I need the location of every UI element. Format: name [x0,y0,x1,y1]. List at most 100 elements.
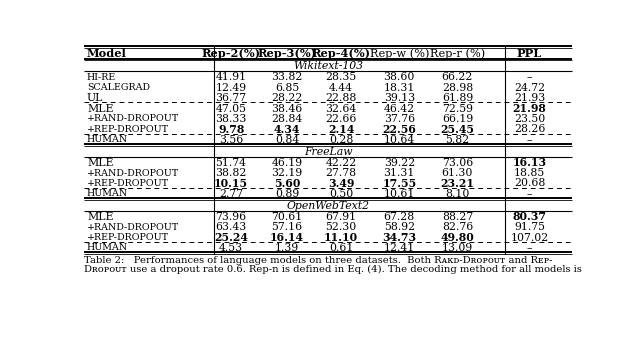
Text: HUMAN: HUMAN [87,189,128,198]
Text: 18.85: 18.85 [514,168,545,178]
Text: 32.64: 32.64 [326,103,357,113]
Text: 22.56: 22.56 [382,124,416,135]
Text: 61.89: 61.89 [442,93,473,103]
Text: FreeLaw: FreeLaw [304,147,352,156]
Text: 11.10: 11.10 [324,232,358,243]
Text: 52.30: 52.30 [326,222,357,232]
Text: 4.34: 4.34 [274,124,300,135]
Text: 23.50: 23.50 [514,114,545,124]
Text: Dʀᴏᴘᴏᴜᴛ use a dropout rate 0.6. Rep-n is defined in Eq. (4). The decoding method: Dʀᴏᴘᴏᴜᴛ use a dropout rate 0.6. Rep-n is… [84,265,582,274]
Text: 12.41: 12.41 [383,243,415,253]
Text: 82.76: 82.76 [442,222,473,232]
Text: SCALEGRAD: SCALEGRAD [87,83,150,92]
Text: 28.84: 28.84 [271,114,303,124]
Text: 38.60: 38.60 [383,72,415,82]
Text: 41.91: 41.91 [216,72,246,82]
Text: Rep-4(%): Rep-4(%) [312,48,371,59]
Text: 16.13: 16.13 [513,157,547,168]
Text: –: – [527,243,532,253]
Text: 17.55: 17.55 [382,178,417,189]
Text: 10.64: 10.64 [383,135,415,145]
Text: 6.85: 6.85 [275,83,299,93]
Text: 46.42: 46.42 [384,103,415,113]
Text: Rep-3(%): Rep-3(%) [257,48,317,59]
Text: PPL: PPL [517,48,542,59]
Text: 88.27: 88.27 [442,212,473,222]
Text: 21.93: 21.93 [514,93,545,103]
Text: 31.31: 31.31 [383,168,415,178]
Text: –: – [527,135,532,145]
Text: 49.80: 49.80 [440,232,474,243]
Text: 73.96: 73.96 [216,212,246,222]
Text: 46.19: 46.19 [271,158,303,168]
Text: 27.78: 27.78 [326,168,356,178]
Text: 28.26: 28.26 [514,124,545,134]
Text: 51.74: 51.74 [216,158,246,168]
Text: 0.61: 0.61 [329,243,353,253]
Text: 0.50: 0.50 [329,189,353,199]
Text: 61.30: 61.30 [442,168,473,178]
Text: +RAND-DROPOUT: +RAND-DROPOUT [87,223,179,232]
Text: 9.78: 9.78 [218,124,244,135]
Text: HI-RE: HI-RE [87,73,116,82]
Text: 66.22: 66.22 [442,72,473,82]
Text: 67.28: 67.28 [383,212,415,222]
Text: 3.56: 3.56 [219,135,243,145]
Text: 38.33: 38.33 [216,114,247,124]
Text: 13.09: 13.09 [442,243,473,253]
Text: Model: Model [87,48,127,59]
Text: 4.44: 4.44 [329,83,353,93]
Text: 0.84: 0.84 [275,135,299,145]
Text: –: – [527,72,532,82]
Text: Wikitext-103: Wikitext-103 [293,61,363,71]
Text: 28.98: 28.98 [442,83,473,93]
Text: 80.37: 80.37 [513,211,547,222]
Text: 32.19: 32.19 [271,168,303,178]
Text: 47.05: 47.05 [216,103,246,113]
Text: 21.98: 21.98 [513,103,547,114]
Text: 25.24: 25.24 [214,232,248,243]
Text: 2.14: 2.14 [328,124,355,135]
Text: 33.82: 33.82 [271,72,303,82]
Text: 12.49: 12.49 [216,83,246,93]
Text: 22.88: 22.88 [326,93,357,103]
Text: 57.16: 57.16 [271,222,303,232]
Text: 4.53: 4.53 [219,243,243,253]
Text: OpenWebText2: OpenWebText2 [287,201,369,211]
Text: +RAND-DROPOUT: +RAND-DROPOUT [87,115,179,124]
Text: MLE: MLE [87,158,113,168]
Text: 8.10: 8.10 [445,189,470,199]
Text: 70.61: 70.61 [271,212,303,222]
Text: 25.45: 25.45 [440,124,474,135]
Text: Rep-2(%): Rep-2(%) [202,48,260,59]
Text: 39.13: 39.13 [383,93,415,103]
Text: 38.82: 38.82 [216,168,247,178]
Text: 39.22: 39.22 [383,158,415,168]
Text: 5.82: 5.82 [445,135,470,145]
Text: MLE: MLE [87,103,113,113]
Text: MLE: MLE [87,212,113,222]
Text: 23.21: 23.21 [440,178,474,189]
Text: Table 2:   Performances of language models on three datasets.  Both Rᴀᴋᴅ-Dʀᴏᴘᴏᴜᴛ: Table 2: Performances of language models… [84,256,552,265]
Text: 16.14: 16.14 [270,232,304,243]
Text: 37.76: 37.76 [384,114,415,124]
Text: 0.89: 0.89 [275,189,299,199]
Text: 5.60: 5.60 [274,178,300,189]
Text: 107.02: 107.02 [510,233,548,243]
Text: +REP-DROPOUT: +REP-DROPOUT [87,125,169,134]
Text: 28.35: 28.35 [326,72,357,82]
Text: 66.19: 66.19 [442,114,473,124]
Text: 10.61: 10.61 [383,189,415,199]
Text: 10.15: 10.15 [214,178,248,189]
Text: 67.91: 67.91 [326,212,356,222]
Text: –: – [527,189,532,199]
Text: 58.92: 58.92 [384,222,415,232]
Text: 3.49: 3.49 [328,178,355,189]
Text: 22.66: 22.66 [326,114,357,124]
Text: 38.46: 38.46 [271,103,303,113]
Text: +REP-DROPOUT: +REP-DROPOUT [87,179,169,188]
Text: 36.77: 36.77 [216,93,246,103]
Text: 63.43: 63.43 [216,222,247,232]
Text: 18.31: 18.31 [383,83,415,93]
Text: 20.68: 20.68 [514,178,545,188]
